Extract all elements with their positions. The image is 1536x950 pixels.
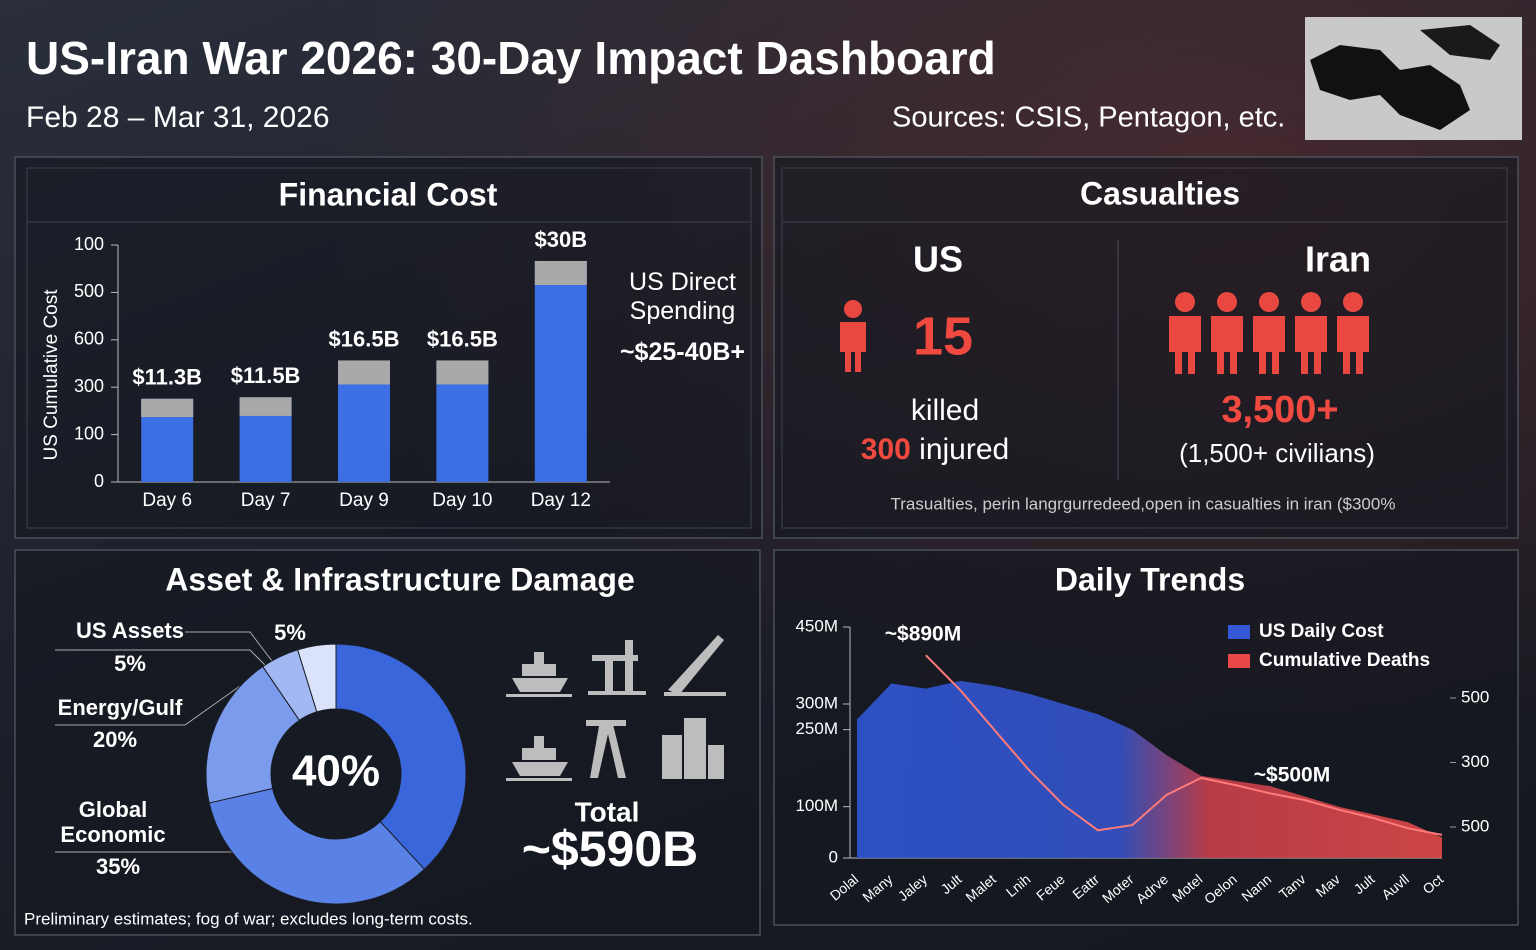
y2-tick-label: 500 xyxy=(1461,816,1489,835)
y-tick-label: 0 xyxy=(829,847,838,866)
legend-label: Cumulative Deaths xyxy=(1259,650,1430,671)
us-injured: 300 xyxy=(861,433,911,466)
legend-label: US Daily Cost xyxy=(1259,621,1384,642)
data-label: $30B xyxy=(535,227,588,252)
x-tick-label: Day 6 xyxy=(142,490,192,511)
donut-hole xyxy=(271,709,401,839)
us-injured-line: 300 injured xyxy=(861,433,1009,466)
people-icons xyxy=(1169,292,1369,374)
center-label: 40% xyxy=(292,747,380,796)
x-tick-label: Day 9 xyxy=(339,490,389,511)
date-range: Feb 28 – Mar 31, 2026 xyxy=(26,101,330,134)
data-label: $16.5B xyxy=(329,326,400,351)
x-tick-label: Day 10 xyxy=(432,490,492,511)
map xyxy=(1305,17,1522,140)
bar-cap xyxy=(338,360,390,385)
area xyxy=(857,680,1442,858)
panel-border xyxy=(26,167,752,529)
data-label: $11.3B xyxy=(132,365,202,390)
panel-title: Casualties xyxy=(1080,175,1240,211)
line xyxy=(925,654,1443,836)
injured-label: injured xyxy=(919,433,1009,466)
y-tick-label: 100 xyxy=(74,423,104,443)
bar-cap xyxy=(534,261,587,285)
us-label: US xyxy=(913,239,963,280)
y2-tick-label: 300 xyxy=(1461,752,1489,771)
category-label: Global Economic xyxy=(60,797,166,848)
y-tick-label: 500 xyxy=(74,281,104,301)
casualty-note: Trasualties, perin langrgurredeed,open i… xyxy=(891,494,1396,513)
y-tick-label: 100M xyxy=(795,796,838,815)
value-label: 20% xyxy=(93,727,137,752)
iran-label: Iran xyxy=(1305,239,1371,280)
annotation: US Direct Spending xyxy=(629,268,736,325)
footer-note: Preliminary estimates; fog of war; exclu… xyxy=(24,909,473,928)
infrastructure-icons xyxy=(506,635,726,781)
category-label: US Assets xyxy=(76,618,184,643)
data-label: $11.5B xyxy=(231,363,301,388)
data-label: $16.5B xyxy=(427,326,498,351)
total-value: ~$590B xyxy=(522,821,699,877)
bar-cap xyxy=(436,360,489,385)
annotation: ~$500M xyxy=(1254,764,1330,787)
panel-title: Asset & Infrastructure Damage xyxy=(165,561,634,597)
bar xyxy=(534,261,587,482)
sources: Sources: CSIS, Pentagon, etc. xyxy=(892,102,1285,134)
panel-title: Daily Trends xyxy=(1055,561,1245,597)
total-label: Total xyxy=(575,796,640,827)
y-tick-label: 450M xyxy=(795,616,838,635)
legend-swatch xyxy=(1228,625,1250,639)
y-tick-label: 100 xyxy=(74,234,104,254)
person-icon xyxy=(840,300,866,372)
y-tick-label: 300M xyxy=(795,693,838,712)
panel-title: Financial Cost xyxy=(279,176,498,212)
y-tick-label: 250M xyxy=(795,719,838,738)
y-axis-label: US Cumulative Cost xyxy=(41,289,62,461)
category-label: Energy/Gulf xyxy=(58,695,183,720)
y2-tick-label: 500 xyxy=(1461,687,1489,706)
value-label: 5% xyxy=(114,651,146,676)
casualties-panel xyxy=(773,156,1519,539)
bar-cap xyxy=(239,397,292,416)
x-tick-label: Day 7 xyxy=(241,490,291,511)
value-label: 5% xyxy=(274,620,306,645)
iran-killed: 3,500+ xyxy=(1221,389,1338,431)
annotation: ~$890M xyxy=(885,623,961,646)
y-tick-label: 300 xyxy=(74,376,104,396)
value-label: 35% xyxy=(96,854,140,879)
iran-civilians: (1,500+ civilians) xyxy=(1179,438,1375,468)
page-title: US-Iran War 2026: 30-Day Impact Dashboar… xyxy=(26,32,996,84)
legend-swatch xyxy=(1228,654,1250,668)
y-tick-label: 0 xyxy=(94,471,104,491)
annotation-value: ~$25-40B+ xyxy=(619,338,746,366)
us-killed: 15 xyxy=(913,306,973,366)
panel-border xyxy=(781,167,1508,529)
bar-cap xyxy=(141,398,194,418)
y-tick-label: 600 xyxy=(74,329,104,349)
killed-label: killed xyxy=(911,394,979,427)
x-tick-label: Day 12 xyxy=(531,490,591,511)
